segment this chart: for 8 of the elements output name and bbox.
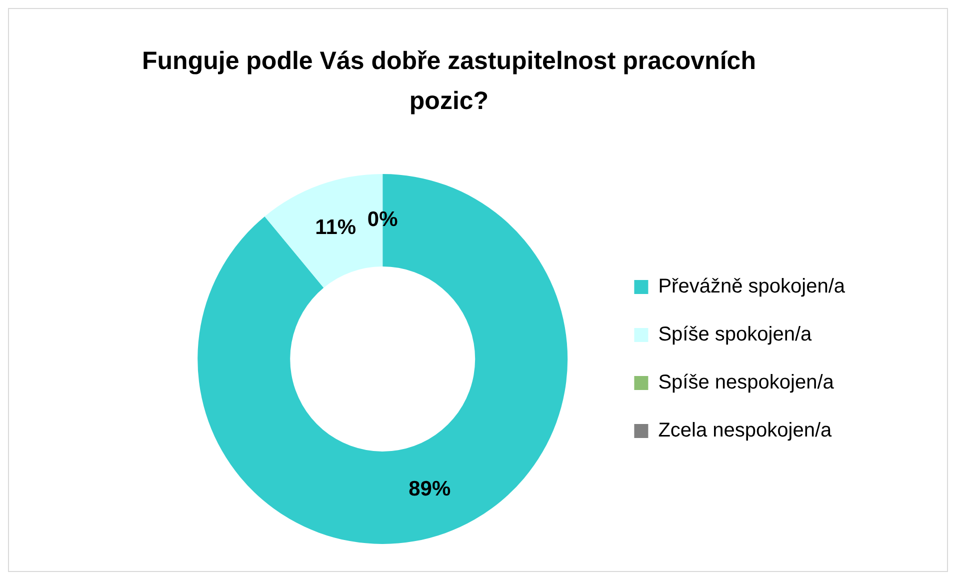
legend-label: Zcela nespokojen/a: [658, 420, 833, 442]
legend-label: Spíše spokojen/a: [658, 324, 813, 346]
text: 0%: [367, 208, 398, 232]
chart-title: Funguje podle Vás dobře zastupitelnost pracovních pozic?: [141, 46, 757, 117]
legend-label: Spíše nespokojen/a: [658, 372, 835, 394]
data-label: 11%: [315, 216, 356, 240]
legend-label: Převážně spokojen/a: [658, 276, 846, 298]
data-label: 89%: [408, 477, 451, 500]
